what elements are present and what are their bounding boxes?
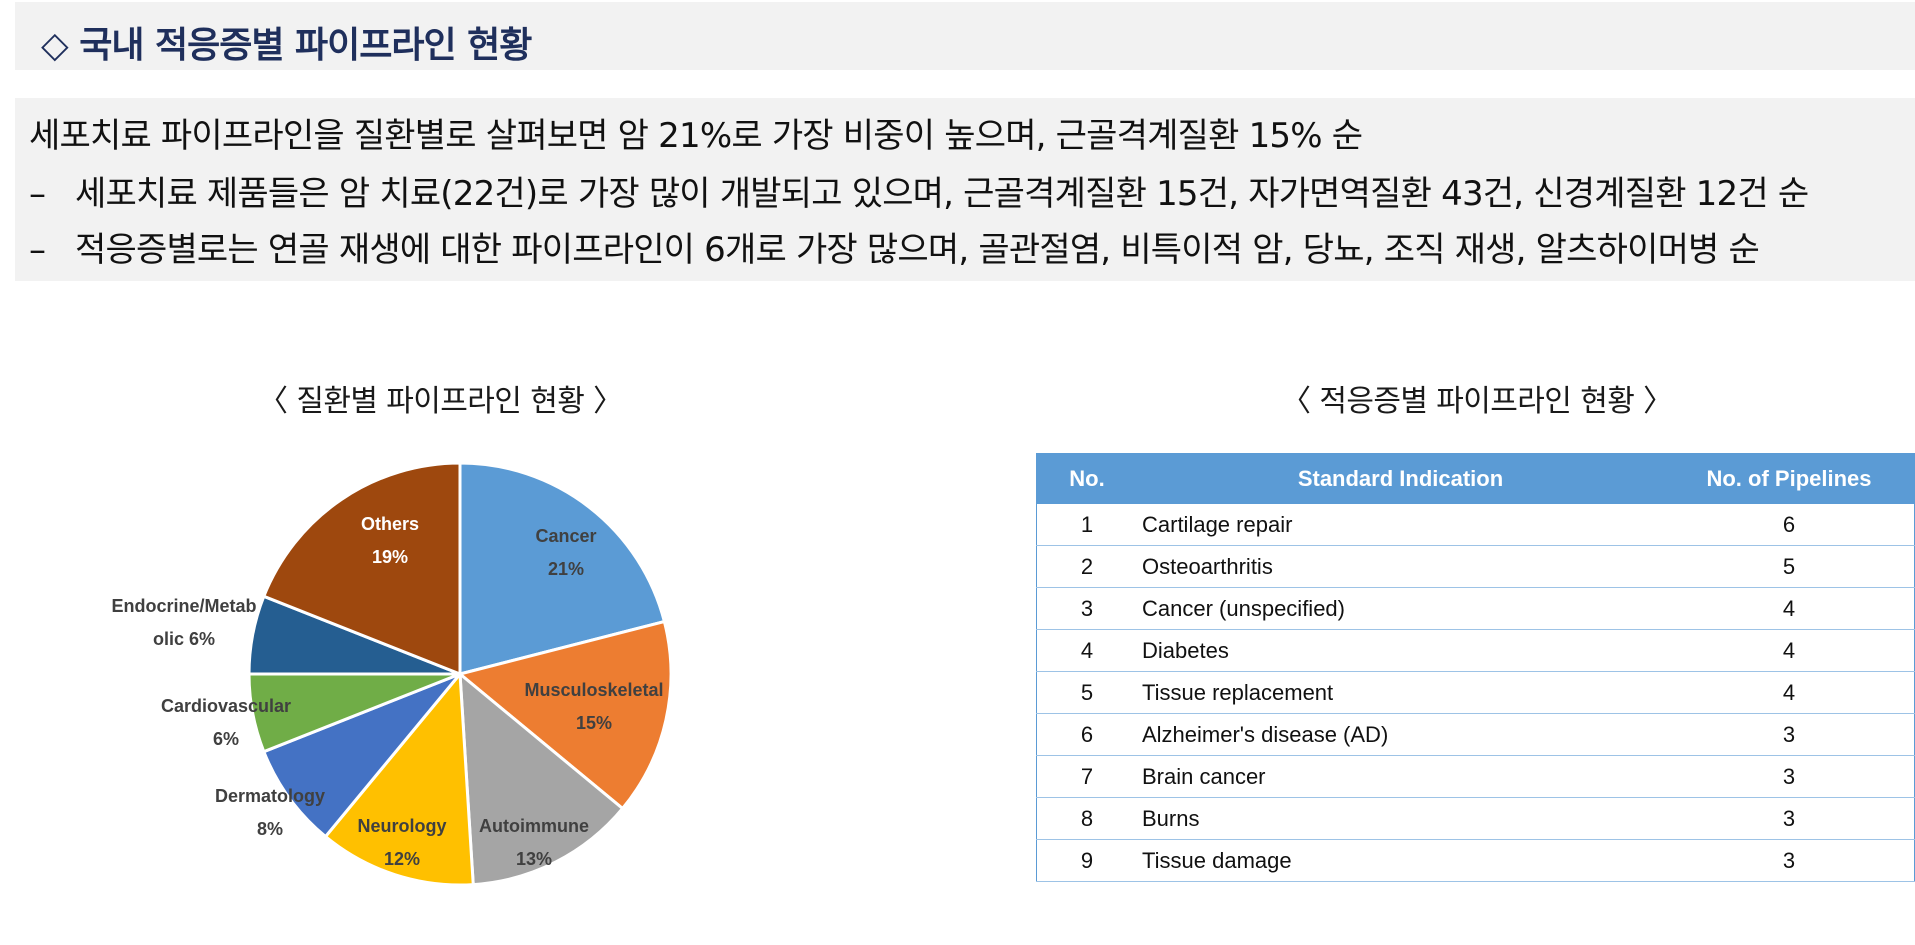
- bullet-dash: –: [29, 230, 46, 270]
- table-body: 1 Cartilage repair 6 2 Osteoarthritis 5 3 Cance…: [1036, 504, 1915, 882]
- cell-indication: Alzheimer's disease (AD): [1137, 713, 1664, 756]
- cell-no: 9: [1036, 839, 1137, 882]
- summary-line-1: 세포치료 파이프라인을 질환별로 살펴보면 암 21%로 가장 비중이 높으며,…: [29, 116, 1363, 156]
- pie-label-dermatology-pct: 8%: [257, 819, 283, 839]
- pie-label-neurology-pct: 12%: [384, 849, 420, 869]
- summary-line-2-text: 세포치료 제품들은 암 치료(22건)로 가장 많이 개발되고 있으며, 근골격…: [75, 174, 1809, 214]
- cell-no: 4: [1036, 629, 1137, 672]
- pie-label-dermatology: Dermatology: [215, 786, 325, 806]
- table-row: 8 Burns 3: [1036, 797, 1915, 840]
- cell-pipelines: 3: [1664, 839, 1915, 882]
- summary-line-3: – 적응증별로는 연골 재생에 대한 파이프라인이 6개로 가장 많으며, 골관절…: [29, 222, 1760, 271]
- column-header-indication: Standard Indication: [1137, 453, 1664, 504]
- cell-no: 6: [1036, 713, 1137, 756]
- column-header-no: No.: [1036, 453, 1137, 504]
- pie-label-cancer-pct: 21%: [548, 559, 584, 579]
- cell-pipelines: 4: [1664, 629, 1915, 672]
- table-row: 7 Brain cancer 3: [1036, 755, 1915, 798]
- cell-pipelines: 3: [1664, 797, 1915, 840]
- title-bar: ◇ 국내 적응증별 파이프라인 현황: [15, 2, 1915, 70]
- table-row: 1 Cartilage repair 6: [1036, 504, 1915, 546]
- pie-label-cardiovascular-pct: 6%: [213, 729, 239, 749]
- cell-pipelines: 6: [1664, 504, 1915, 546]
- pie-label-autoimmune: Autoimmune: [479, 816, 589, 836]
- table-row: 6 Alzheimer's disease (AD) 3: [1036, 713, 1915, 756]
- cell-no: 7: [1036, 755, 1137, 798]
- table-row: 9 Tissue damage 3: [1036, 839, 1915, 882]
- table-header-row: No. Standard Indication No. of Pipelines: [1036, 453, 1915, 504]
- pie-label-cardiovascular: Cardiovascular: [161, 696, 291, 716]
- table-row: 5 Tissue replacement 4: [1036, 671, 1915, 714]
- pie-label-musculoskeletal: Musculoskeletal: [524, 680, 663, 700]
- pie-slice-autoimmune: [458, 670, 625, 887]
- cell-no: 3: [1036, 587, 1137, 630]
- cell-indication: Cartilage repair: [1137, 504, 1664, 546]
- table-title: 〈 적응증별 파이프라인 현황 〉: [1281, 384, 1673, 419]
- cell-indication: Tissue replacement: [1137, 671, 1664, 714]
- cell-pipelines: 5: [1664, 545, 1915, 588]
- cell-no: 5: [1036, 671, 1137, 714]
- page-title: ◇ 국내 적응증별 파이프라인 현황: [41, 25, 532, 66]
- cell-indication: Tissue damage: [1137, 839, 1664, 882]
- cell-pipelines: 4: [1664, 587, 1915, 630]
- cell-no: 2: [1036, 545, 1137, 588]
- pie-chart-title: 〈 질환별 파이프라인 현황 〉: [258, 384, 623, 419]
- pie-slice-neurology: [323, 670, 475, 887]
- pie-slice-musculoskeletal: [456, 619, 673, 811]
- pie-chart: Cancer 21% Musculoskeletal 15% Autoimmune 13%…: [111, 461, 673, 887]
- cell-no: 8: [1036, 797, 1137, 840]
- table-row: 2 Osteoarthritis 5: [1036, 545, 1915, 588]
- pie-label-cancer: Cancer: [535, 526, 596, 546]
- table-row: 3 Cancer (unspecified) 4: [1036, 587, 1915, 630]
- pie-label-endocrine-metab: olic 6%: [153, 629, 215, 649]
- cell-no: 1: [1036, 504, 1137, 546]
- cell-indication: Cancer (unspecified): [1137, 587, 1664, 630]
- pipeline-table: No. Standard Indication No. of Pipelines 1…: [1036, 453, 1915, 882]
- summary-line-2: – 세포치료 제품들은 암 치료(22건)로 가장 많이 개발되고 있으며, 근골…: [29, 166, 1809, 215]
- pie-label-endocrine-metab: Endocrine/Metab: [111, 596, 256, 616]
- pie-label-musculoskeletal-pct: 15%: [576, 713, 612, 733]
- pie-slice-dermatology: [261, 672, 462, 839]
- pie-label-others-pct: 19%: [372, 547, 408, 567]
- cell-pipelines: 3: [1664, 713, 1915, 756]
- summary-box: 세포치료 파이프라인을 질환별로 살펴보면 암 21%로 가장 비중이 높으며,…: [15, 98, 1915, 281]
- cell-pipelines: 3: [1664, 755, 1915, 798]
- cell-indication: Brain cancer: [1137, 755, 1664, 798]
- summary-line-3-text: 적응증별로는 연골 재생에 대한 파이프라인이 6개로 가장 많으며, 골관절염…: [75, 230, 1760, 270]
- bullet-dash: –: [29, 174, 46, 214]
- cell-indication: Osteoarthritis: [1137, 545, 1664, 588]
- pie-slice-cancer: [458, 461, 667, 676]
- pie-label-autoimmune-pct: 13%: [516, 849, 552, 869]
- cell-indication: Diabetes: [1137, 629, 1664, 672]
- table-row: 4 Diabetes 4: [1036, 629, 1915, 672]
- cell-indication: Burns: [1137, 797, 1664, 840]
- column-header-pipelines: No. of Pipelines: [1664, 453, 1915, 504]
- pie-label-neurology: Neurology: [357, 816, 446, 836]
- pie-slice-others: [261, 461, 462, 677]
- cell-pipelines: 4: [1664, 671, 1915, 714]
- pie-label-others: Others: [361, 514, 419, 534]
